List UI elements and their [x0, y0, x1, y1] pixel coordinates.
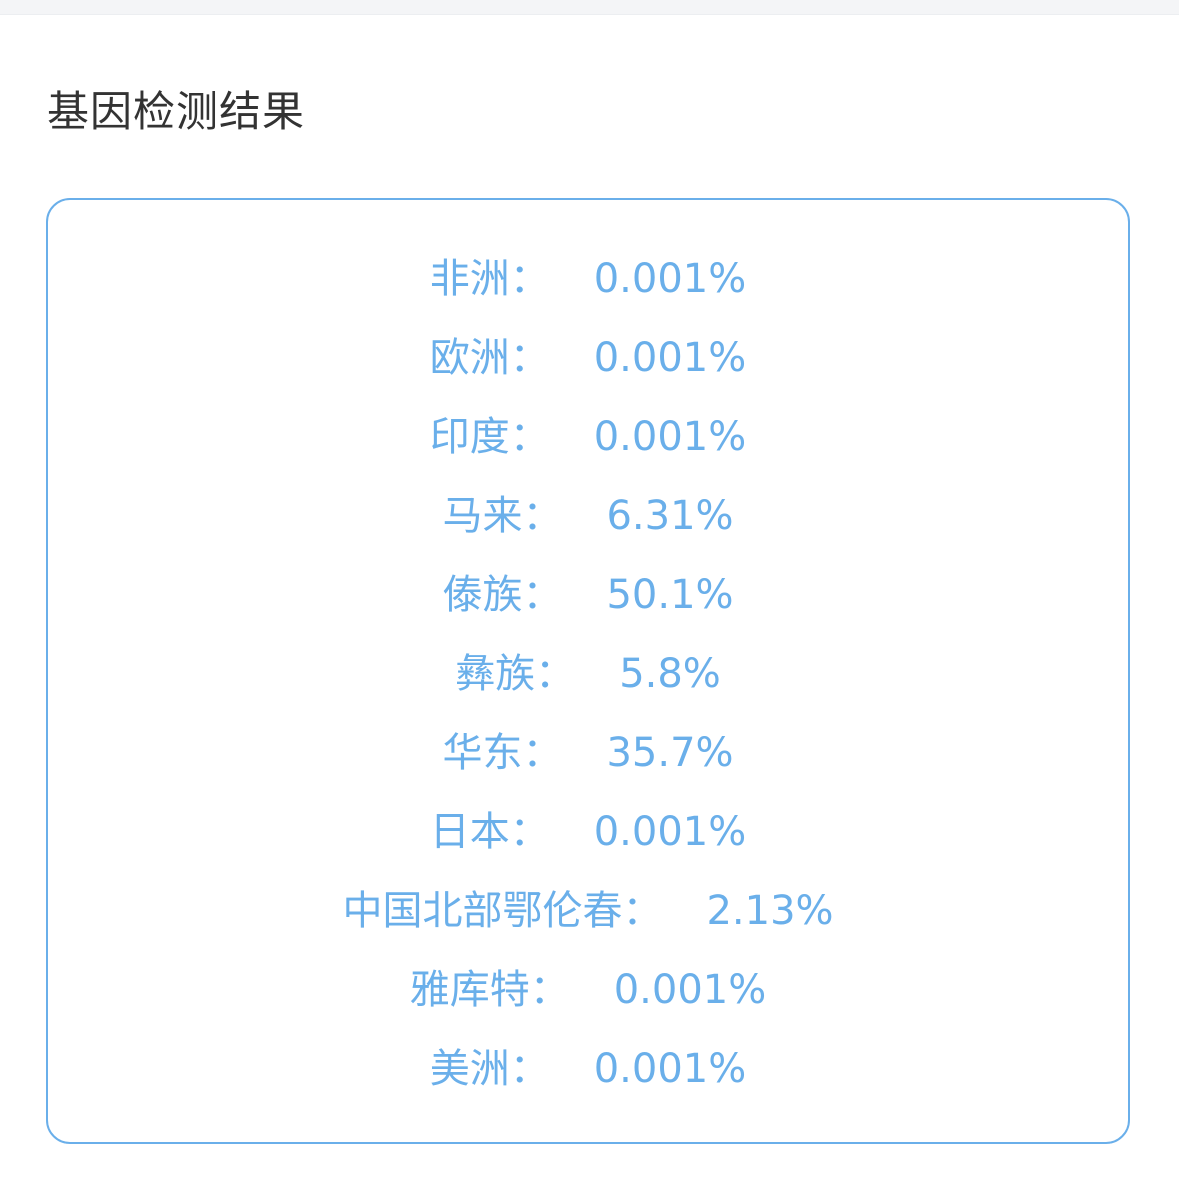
result-value: 0.001% [593, 414, 747, 460]
result-row: 傣族： 50.1% [48, 562, 1128, 641]
result-row: 印度： 0.001% [48, 404, 1128, 483]
result-row: 中国北部鄂伦春： 2.13% [48, 878, 1128, 957]
result-value: 35.7% [606, 730, 734, 776]
result-label: 非洲： [429, 256, 550, 302]
result-label: 傣族： [442, 572, 563, 618]
result-label: 彝族： [455, 651, 576, 697]
results-list: 非洲： 0.001% 欧洲： 0.001% 印度： 0.001% 马来： 6.31% 傣族： 50… [48, 246, 1128, 1115]
page-title: 基因检测结果 [47, 87, 306, 136]
result-row: 美洲： 0.001% [48, 1036, 1128, 1115]
results-card: 非洲： 0.001% 欧洲： 0.001% 印度： 0.001% 马来： 6.31% 傣族： 50… [46, 198, 1130, 1144]
result-value: 0.001% [613, 967, 767, 1013]
result-label: 华东： [442, 730, 563, 776]
result-value: 2.13% [706, 888, 834, 934]
result-value: 50.1% [606, 572, 734, 618]
result-value: 0.001% [593, 1046, 747, 1092]
result-value: 0.001% [593, 256, 747, 302]
result-row: 欧洲： 0.001% [48, 325, 1128, 404]
result-label: 印度： [429, 414, 550, 460]
result-value: 6.31% [606, 493, 734, 539]
result-label: 欧洲： [429, 335, 550, 381]
result-row: 彝族： 5.8% [48, 641, 1128, 720]
result-label: 雅库特： [409, 967, 570, 1013]
result-label: 日本： [429, 809, 550, 855]
result-label: 美洲： [429, 1046, 550, 1092]
result-value: 0.001% [593, 335, 747, 381]
result-value: 0.001% [593, 809, 747, 855]
result-value: 5.8% [619, 651, 721, 697]
result-label: 马来： [442, 493, 563, 539]
top-bar [0, 0, 1179, 15]
result-row: 雅库特： 0.001% [48, 957, 1128, 1036]
result-row: 日本： 0.001% [48, 799, 1128, 878]
result-row: 马来： 6.31% [48, 483, 1128, 562]
result-label: 中国北部鄂伦春： [342, 888, 663, 934]
result-row: 华东： 35.7% [48, 720, 1128, 799]
result-row: 非洲： 0.001% [48, 246, 1128, 325]
